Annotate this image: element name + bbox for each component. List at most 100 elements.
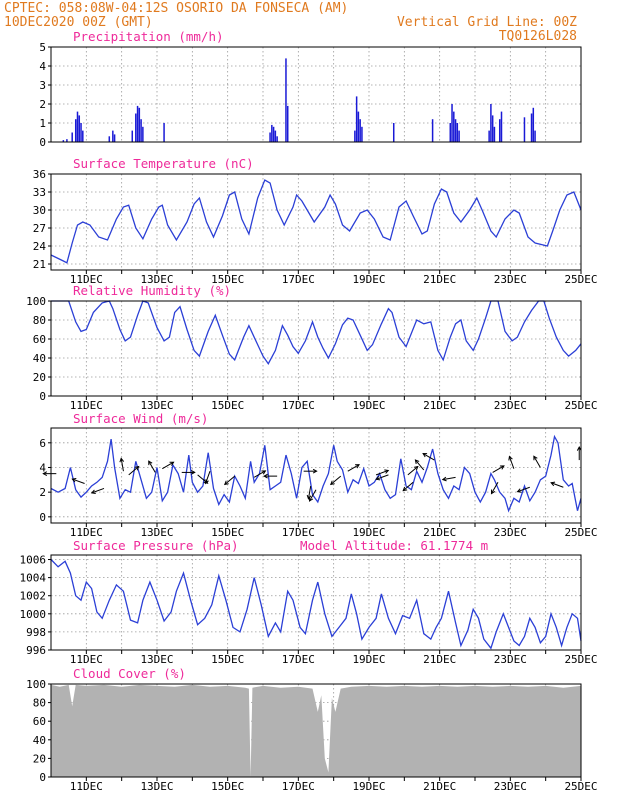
precip-bar [534, 130, 536, 142]
precip-bar [451, 104, 453, 142]
x-tick-label: 23DEC [494, 526, 527, 539]
y-tick-label: 2 [39, 486, 46, 499]
y-tick-label: 4 [39, 461, 46, 474]
wind-vector-shaft [347, 464, 360, 472]
x-tick-label: 11DEC [70, 273, 103, 286]
precip-bar [490, 104, 492, 142]
wind-frame [50, 427, 582, 524]
x-tick-label: 11DEC [70, 526, 103, 539]
wind-vector-head [42, 471, 48, 477]
wind-vector-head [308, 496, 314, 502]
precip-bar [80, 123, 82, 142]
precip-bar [82, 130, 84, 142]
x-tick-label: 25DEC [564, 653, 597, 666]
y-tick-label: 40 [33, 352, 46, 365]
y-tick-label: 0 [39, 136, 46, 149]
y-tick-label: 1006 [20, 554, 47, 567]
y-tick-label: 996 [26, 644, 46, 657]
precip-bar [453, 111, 455, 142]
x-tick-label: 21DEC [423, 780, 456, 793]
wind-vector [223, 475, 236, 486]
x-tick-label: 17DEC [282, 526, 315, 539]
y-tick-label: 1004 [20, 572, 47, 585]
precip-bar [135, 113, 137, 142]
header-init-time: 10DEC2020 00Z (GMT) [4, 15, 153, 30]
x-tick-label: 19DEC [352, 273, 385, 286]
y-tick-label: 1 [39, 117, 46, 130]
panels: Precipitation (mm/h) 0 1 2 3 4 5 Surface Temper… [20, 29, 598, 793]
wind-vector-shaft [307, 485, 312, 499]
y-tick-label: 30 [33, 204, 46, 217]
wind-vector-head [508, 455, 513, 461]
wind-vector-head [148, 460, 153, 466]
precip-bar [131, 130, 134, 142]
y-tick-label: 80 [33, 697, 46, 710]
y-tick-label: 60 [33, 715, 46, 728]
wind-vector [162, 461, 175, 470]
precip-bar [456, 123, 459, 142]
wind-vector [402, 481, 414, 492]
x-tick-label: 15DEC [211, 399, 244, 412]
y-tick-label: 0 [39, 771, 46, 784]
wind-vector-shaft [253, 470, 266, 478]
precipitation-title: Precipitation (mm/h) [73, 29, 224, 44]
precip-bar [140, 119, 142, 142]
wind-vector-head [441, 476, 447, 482]
y-tick-label: 21 [33, 258, 46, 271]
y-tick-label: 20 [33, 752, 46, 765]
x-tick-label: 19DEC [352, 526, 385, 539]
precip-bar [530, 113, 533, 142]
wind-vector [533, 455, 541, 468]
temperature-series-line [50, 179, 582, 264]
x-tick-label: 25DEC [564, 526, 597, 539]
wind-vector-head [384, 469, 390, 474]
wind-vector-head [402, 486, 408, 492]
wind-vector [42, 471, 57, 477]
cloud-cover-frame [50, 683, 582, 778]
wind-vector-head [329, 480, 335, 486]
precip-bar [274, 130, 277, 142]
x-tick-label: 21DEC [423, 653, 456, 666]
wind-vector-head [533, 455, 538, 461]
wind-vector-head [204, 479, 209, 485]
precip-bar [271, 124, 273, 142]
pressure-series-line [50, 559, 582, 650]
pressure-title: Surface Pressure (hPa) [73, 538, 239, 553]
precip-bar [142, 126, 144, 142]
precip-bar [488, 130, 490, 142]
y-tick-label: 20 [33, 371, 46, 384]
x-tick-label: 19DEC [352, 399, 385, 412]
precipitation-frame [50, 46, 582, 143]
x-tick-label: 13DEC [140, 399, 173, 412]
wind-vector-shaft [492, 465, 505, 473]
precip-bar [392, 123, 395, 142]
precip-bar [269, 132, 271, 142]
precip-bar [355, 96, 358, 142]
x-tick-label: 11DEC [70, 399, 103, 412]
wind-vector-head [261, 470, 267, 475]
precip-bar [112, 130, 114, 142]
precip-bar [136, 105, 139, 142]
y-tick-label: 0 [39, 390, 46, 403]
x-tick-label: 19DEC [352, 653, 385, 666]
x-tick-label: 15DEC [211, 526, 244, 539]
wind-vector-shaft [162, 461, 174, 470]
y-tick-label: 27 [33, 222, 46, 235]
pressure-panel: Surface Pressure (hPa) Model Altitude: 61… [20, 538, 598, 666]
wind-vector-head [90, 489, 96, 494]
x-tick-label: 23DEC [494, 399, 527, 412]
y-tick-label: 998 [26, 626, 46, 639]
wind-vector-shaft [309, 489, 317, 502]
wind-vector-head [223, 480, 229, 486]
wind-vector-shaft [402, 481, 414, 492]
wind-vector [148, 460, 156, 473]
precip-bar [354, 130, 356, 142]
wind-vector-shaft [128, 466, 140, 476]
y-tick-label: 60 [33, 333, 46, 346]
precip-bar [458, 130, 460, 142]
x-tick-label: 15DEC [211, 273, 244, 286]
wind-vector-shaft [72, 478, 85, 484]
precip-bar [491, 115, 494, 142]
wind-vector-shaft [224, 475, 236, 485]
wind-vector-shaft [91, 487, 105, 494]
